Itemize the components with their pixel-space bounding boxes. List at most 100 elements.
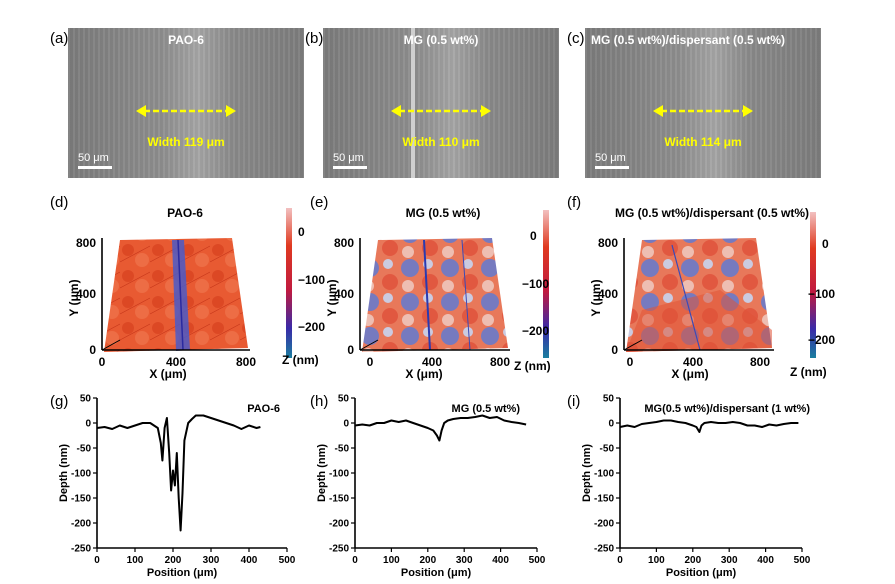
y-tick-label: -200 (71, 519, 91, 530)
x-tick-label: 0 (352, 555, 358, 566)
z-colorbar (286, 208, 292, 358)
double-arrow-icon (391, 105, 491, 117)
x-tick-label: 300 (456, 555, 473, 566)
x-axis-label: X (μm) (149, 367, 186, 381)
sem-title-b: MG (0.5 wt%) (403, 33, 479, 47)
depth-chart-h: (h) MG (0.5 wt%) Position (μm) Depth (nm… (310, 393, 546, 579)
y-tick: 0 (89, 343, 96, 357)
x-tick-label: 300 (203, 555, 220, 566)
y-axis-label: Y (μm) (325, 279, 339, 316)
x-tick: 800 (750, 355, 770, 369)
z-tick: 0 (822, 237, 829, 251)
x-tick: 0 (367, 355, 374, 369)
z-tick: −100 (522, 277, 549, 291)
y-axis-label: Depth (nm) (316, 444, 328, 502)
x-tick: 800 (236, 355, 256, 369)
y-axis-label: Y (μm) (67, 279, 81, 316)
depth-profile-line (619, 419, 799, 433)
y-axis-label: Depth (nm) (58, 444, 70, 502)
scale-bar-c (595, 166, 629, 169)
scale-label-c: 50 μm (595, 152, 626, 164)
x-axis-label: X (μm) (671, 367, 708, 381)
z-tick: −200 (298, 320, 325, 334)
y-tick-label: 50 (603, 394, 615, 405)
y-tick-label: -200 (329, 519, 349, 530)
legend-label-g: PAO-6 (247, 403, 280, 415)
panel-letter-f: (f) (567, 194, 581, 211)
x-tick: 800 (490, 355, 510, 369)
y-tick-label: -50 (77, 444, 92, 455)
sem-width-a: Width 119 μm (147, 135, 225, 149)
z-tick: −200 (522, 324, 549, 338)
surface-title-f: MG (0.5 wt%)/dispersant (0.5 wt%) (615, 206, 809, 220)
double-arrow-icon (653, 105, 753, 117)
scale-label-b: 50 μm (333, 152, 364, 164)
y-tick: 400 (598, 287, 618, 301)
y-tick: 400 (76, 287, 96, 301)
x-tick-label: 500 (279, 555, 296, 566)
z-colorbar (810, 212, 816, 358)
sem-title-a: PAO-6 (168, 33, 204, 47)
z-axis-label: Z (nm) (514, 359, 551, 373)
z-tick: 0 (298, 225, 305, 239)
x-tick-label: 200 (419, 555, 436, 566)
z-colorbar (543, 210, 549, 358)
x-tick: 0 (627, 355, 634, 369)
sem-width-b: Width 110 μm (402, 135, 480, 149)
x-tick-label: 400 (492, 555, 509, 566)
z-tick: 0 (530, 229, 537, 243)
surface-title-e: MG (0.5 wt%) (406, 206, 481, 220)
x-tick-label: 500 (794, 555, 811, 566)
surface-panel-f: (f) MG (0.5 wt%)/dispersant (0.5 wt%) 80… (567, 194, 835, 381)
x-tick: 0 (99, 355, 106, 369)
scale-bar-b (333, 166, 367, 169)
panel-letter-d: (d) (50, 194, 68, 211)
sem-width-c: Width 114 μm (664, 135, 742, 149)
y-tick-label: -150 (594, 494, 614, 505)
y-tick-label: 50 (338, 394, 350, 405)
y-axis-label: Depth (nm) (581, 444, 593, 502)
x-tick: 400 (422, 355, 442, 369)
panel-letter-g: (g) (50, 393, 68, 410)
surface-panel-e: (e) MG (0.5 wt%) 800 400 0 0 400 800 X (… (310, 194, 551, 381)
y-tick: 400 (334, 287, 354, 301)
y-tick-label: -200 (594, 519, 614, 530)
panel-letter-a: (a) (50, 30, 69, 47)
z-tick: −100 (808, 287, 835, 301)
scale-label-a: 50 μm (78, 152, 109, 164)
depth-chart-i: (i) MG(0.5 wt%)/dispersant (1 wt%) Posit… (567, 393, 811, 579)
y-tick-label: 0 (343, 419, 349, 430)
sem-title-c: MG (0.5 wt%)/dispersant (0.5 wt%) (591, 33, 786, 47)
depth-profile-line (96, 414, 261, 532)
x-axis-label: Position (μm) (401, 567, 472, 579)
x-tick-label: 0 (94, 555, 100, 566)
z-tick: −100 (298, 273, 325, 287)
x-tick: 400 (166, 355, 186, 369)
y-tick-label: 0 (608, 419, 614, 430)
panel-letter-h: (h) (310, 393, 328, 410)
sem-image-c: MG (0.5 wt%)/dispersant (0.5 wt%) Width … (585, 28, 821, 178)
surface-title-d: PAO-6 (167, 206, 203, 220)
depth-profile-row: (g) PAO-6 Position (μm) Depth (nm) 500-5… (50, 393, 811, 579)
y-tick-label: -250 (329, 544, 349, 555)
surface-panel-d: (d) PAO-6 800 400 0 0 400 800 X (μm) Y (… (50, 194, 325, 381)
x-tick-label: 100 (127, 555, 144, 566)
panel-letter-e: (e) (310, 194, 328, 211)
x-axis-label: X (μm) (405, 367, 442, 381)
x-axis-label: Position (μm) (147, 567, 218, 579)
z-axis-label: Z (nm) (790, 365, 827, 379)
y-tick-label: -50 (335, 444, 350, 455)
x-tick-label: 200 (165, 555, 182, 566)
x-tick-label: 400 (241, 555, 258, 566)
x-tick: 400 (683, 355, 703, 369)
panel-letter-b: (b) (305, 30, 324, 47)
y-axis-label: Y (μm) (589, 279, 603, 316)
legend-label-i: MG(0.5 wt%)/dispersant (1 wt%) (644, 403, 810, 415)
x-tick-label: 500 (529, 555, 546, 566)
y-tick-label: 0 (85, 419, 91, 430)
z-tick: −200 (808, 333, 835, 347)
depth-profile-line (354, 414, 527, 442)
double-arrow-icon (136, 105, 236, 117)
panel-letter-c: (c) (567, 30, 585, 47)
y-tick-label: -100 (71, 469, 91, 480)
